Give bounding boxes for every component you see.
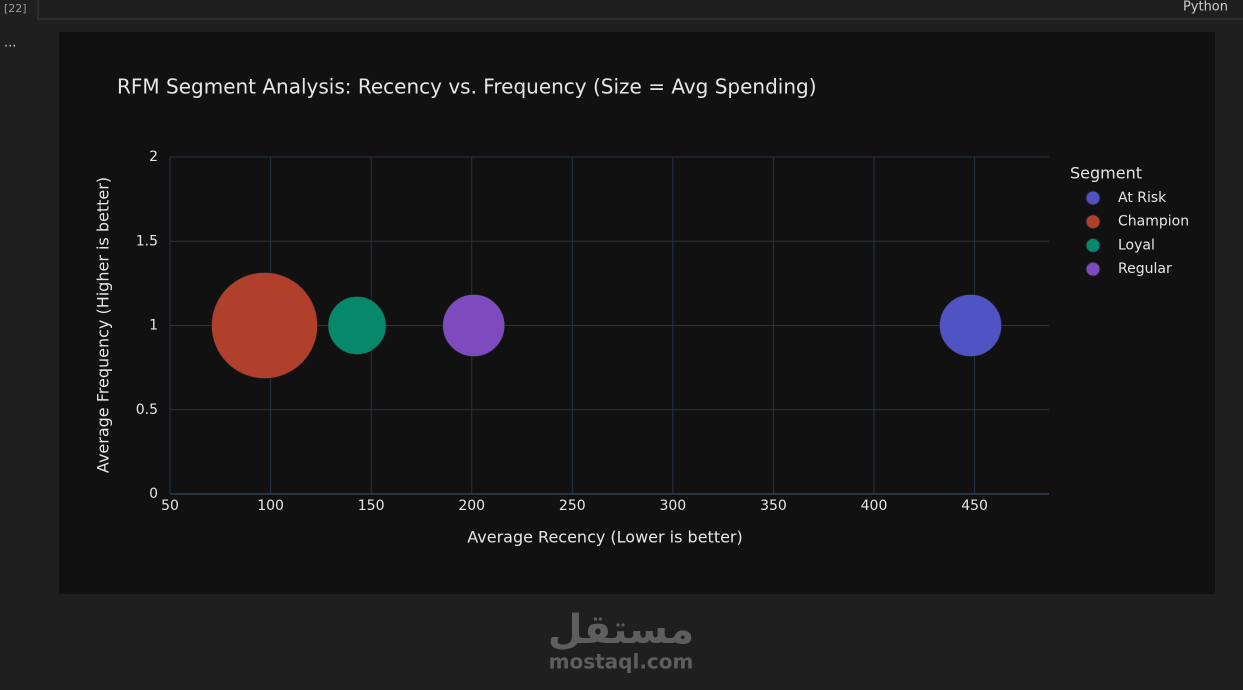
- legend-marker[interactable]: [1085, 261, 1101, 277]
- x-tick-label: 250: [559, 498, 586, 514]
- legend-marker[interactable]: [1085, 214, 1101, 230]
- x-tick-label: 300: [659, 498, 686, 514]
- x-tick-label: 400: [861, 498, 888, 514]
- x-tick-label: 100: [257, 498, 284, 514]
- x-tick-label: 200: [458, 498, 485, 514]
- bubble: [211, 272, 318, 379]
- y-tick-label: 1: [149, 318, 158, 334]
- cell-label: [22]: [4, 2, 27, 15]
- legend-label[interactable]: Loyal: [1118, 237, 1155, 253]
- bubble: [939, 294, 1002, 357]
- output-menu[interactable]: ...: [4, 36, 16, 51]
- y-axis-label: Average Frequency (Higher is better): [94, 177, 113, 473]
- watermark-arabic: مستقل: [548, 607, 694, 653]
- x-tick-label: 350: [760, 498, 787, 514]
- legend-label[interactable]: At Risk: [1118, 190, 1167, 206]
- legend-marker[interactable]: [1085, 237, 1101, 253]
- legend-title: Segment: [1070, 164, 1142, 183]
- x-tick-label: 150: [358, 498, 385, 514]
- cell-frame: [37, 0, 1243, 20]
- y-tick-label: 2: [149, 149, 158, 165]
- cell-language[interactable]: Python: [1183, 0, 1228, 15]
- x-axis-label: Average Recency (Lower is better): [467, 528, 743, 547]
- legend-marker[interactable]: [1085, 190, 1101, 206]
- x-tick-label: 450: [961, 498, 988, 514]
- watermark-latin: mostaql.com: [549, 650, 694, 674]
- legend-label[interactable]: Regular: [1118, 261, 1172, 277]
- x-tick-label: 50: [161, 498, 179, 514]
- legend-label[interactable]: Champion: [1118, 214, 1189, 230]
- y-tick-label: 1.5: [136, 233, 158, 249]
- chart-title: RFM Segment Analysis: Recency vs. Freque…: [117, 75, 817, 99]
- y-tick-label: 0: [149, 486, 158, 502]
- bubble: [327, 296, 387, 355]
- bubble: [442, 294, 506, 357]
- y-tick-label: 0.5: [136, 402, 158, 418]
